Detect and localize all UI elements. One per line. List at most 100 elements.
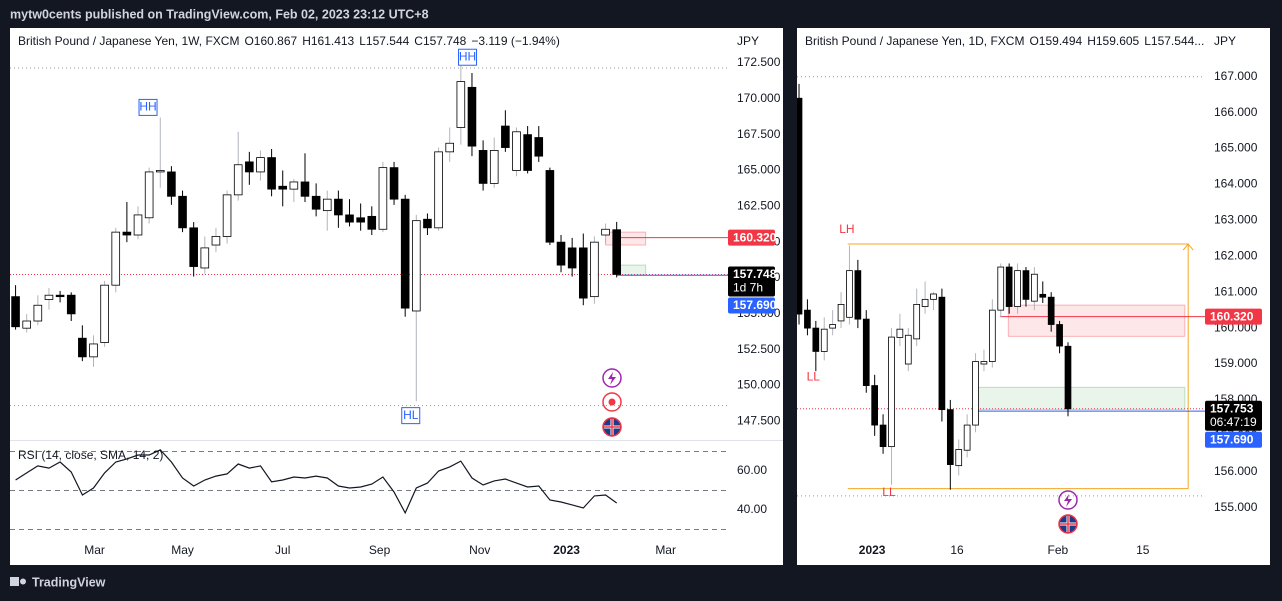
x-tick-label: 15	[1136, 543, 1150, 557]
candle-body	[345, 214, 354, 223]
zone	[1007, 304, 1186, 337]
symbol-title: British Pound / Japanese Yen, 1W, FXCM	[18, 34, 239, 48]
price-label-box	[728, 266, 775, 297]
candle-body	[556, 241, 566, 266]
candle-body	[963, 424, 971, 451]
x-tick-label: May	[171, 543, 194, 557]
plot-area	[10, 65, 728, 407]
candle-body	[1056, 324, 1063, 347]
y-tick-label: 152.500	[737, 342, 781, 356]
price-sublabel: 1d 7h	[733, 281, 763, 295]
candle-body	[211, 236, 221, 246]
candle-body	[972, 361, 979, 426]
candle-body	[423, 218, 432, 229]
candle-body	[913, 303, 921, 340]
y-tick-label: 155.000	[1214, 500, 1258, 514]
candle-body	[930, 293, 937, 300]
footer-logo	[10, 577, 26, 586]
candle-body	[1005, 266, 1013, 307]
event-icons	[602, 368, 1078, 534]
left-panel	[10, 28, 783, 565]
candle-body	[111, 231, 121, 286]
change-label: −3.119 (−1.94%)	[471, 34, 560, 48]
annotation: LH	[839, 222, 854, 236]
candle-body	[578, 247, 588, 299]
plot-area	[797, 76, 1205, 497]
zone	[605, 231, 647, 246]
candle-body	[523, 134, 532, 171]
candle-body	[601, 228, 610, 236]
y-tick-label: 165.000	[737, 163, 781, 177]
chart-title: British Pound / Japanese Yen, 1W, FXCM O1…	[18, 34, 560, 48]
symbol-title: British Pound / Japanese Yen, 1D, FXCM	[805, 34, 1024, 48]
candle-body	[534, 137, 544, 157]
rsi-line	[15, 449, 618, 515]
x-tick-label: Jul	[275, 543, 290, 557]
candle-body	[1064, 345, 1072, 410]
y-tick-label: 167.000	[1214, 69, 1258, 83]
price-label: 157.753	[1210, 401, 1254, 415]
x-tick-label: 16	[950, 543, 964, 557]
candle-body	[256, 157, 265, 173]
candle-body	[1022, 270, 1030, 300]
candle-body	[921, 298, 929, 307]
ohlc-label: H159.605	[1087, 34, 1139, 48]
candle-body	[456, 81, 466, 128]
y-tick-label: 165.000	[1214, 141, 1258, 155]
annotation-box	[401, 407, 421, 425]
y-tick-label: 161.000	[1214, 284, 1258, 298]
y-tick-label: 150.000	[737, 378, 781, 392]
candle-body	[367, 215, 377, 230]
annotation: LL	[882, 485, 896, 499]
candle-body	[55, 294, 65, 298]
candle-body	[100, 284, 109, 343]
candle-body	[590, 241, 599, 298]
x-tick-label: 2023	[553, 543, 580, 557]
annotation: HL	[403, 408, 419, 422]
candle-body	[478, 150, 488, 184]
candle-body	[797, 97, 803, 315]
rsi-title: RSI (14, close, SMA, 14, 2)	[18, 448, 163, 462]
price-label: 160.320	[733, 230, 777, 244]
ohlc-label: O160.867	[244, 34, 297, 48]
y-tick-label: 164.000	[1214, 177, 1258, 191]
price-label-box	[1205, 431, 1262, 448]
candle-body	[846, 270, 853, 318]
candle-body	[144, 171, 154, 219]
candle-body	[862, 318, 870, 386]
candle-body	[804, 309, 811, 329]
candle-body	[11, 296, 20, 328]
chart-title: British Pound / Japanese Yen, 1D, FXCM O1…	[805, 34, 1204, 48]
candle-body	[434, 151, 443, 229]
y-tick-label: 170.000	[737, 91, 781, 105]
candle-body	[178, 195, 187, 229]
candle-body	[938, 296, 946, 411]
candle-body	[545, 170, 555, 243]
candle-body	[1047, 296, 1055, 325]
header: mytw0cents published on TradingView.com,…	[10, 7, 429, 21]
candle-body	[222, 194, 232, 237]
x-tick-label: Nov	[469, 543, 490, 557]
candle-body	[467, 86, 477, 147]
x-tick-label: Mar	[655, 543, 676, 557]
annotation: HH	[139, 100, 156, 114]
candle-body	[854, 270, 862, 320]
candle-body	[289, 181, 299, 190]
candle-body	[167, 171, 176, 197]
candle-body	[888, 336, 895, 448]
y-tick-label: 172.500	[737, 55, 781, 69]
rsi-tick-label: 40.00	[737, 502, 767, 516]
ohlc-label: L157.544...	[1144, 34, 1204, 48]
candle-body	[896, 328, 904, 338]
axis-label: JPY	[737, 34, 759, 48]
candle-body	[122, 231, 132, 236]
ohlc-label: L157.544	[359, 34, 409, 48]
candle-body	[1039, 293, 1047, 298]
candle-body	[879, 424, 887, 448]
ohlc-label: H161.413	[302, 34, 354, 48]
x-tick-label: Feb	[1048, 543, 1069, 557]
candle-body	[322, 198, 332, 212]
annotation: HH	[459, 49, 476, 63]
